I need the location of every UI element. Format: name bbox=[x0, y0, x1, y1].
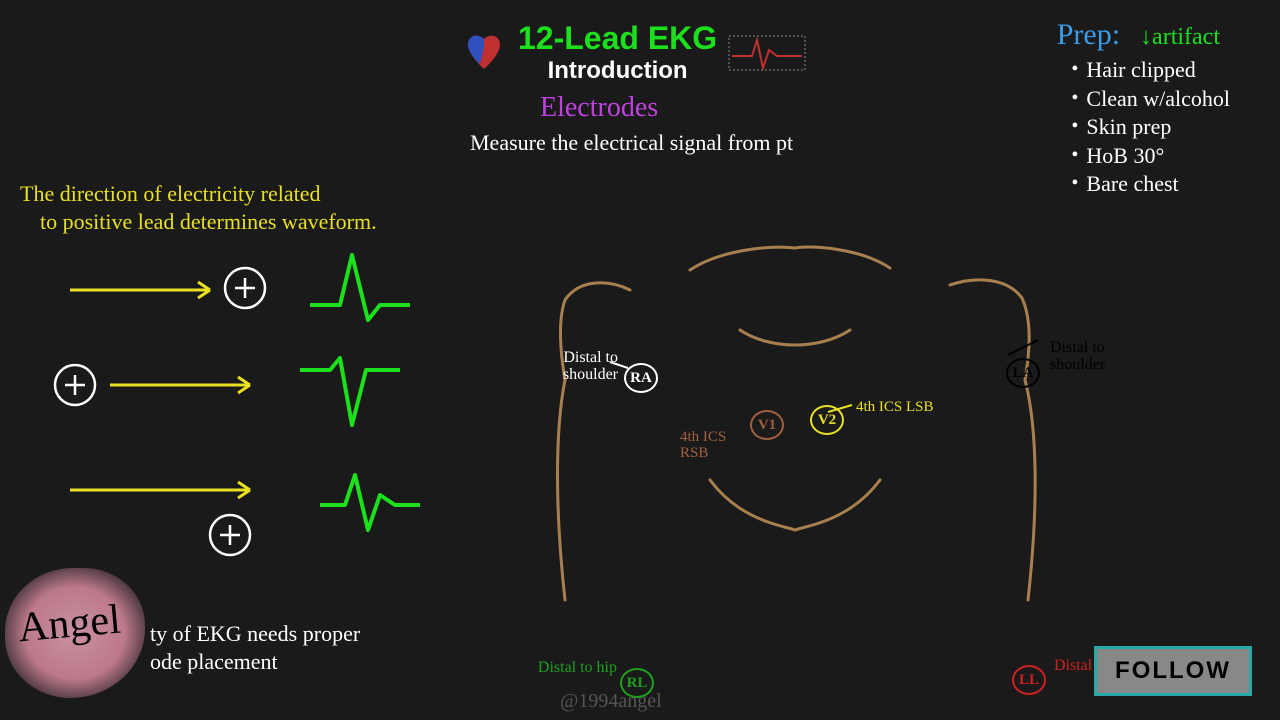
title-main: 12-Lead EKG bbox=[518, 20, 717, 57]
prep-item: Bare chest bbox=[1071, 170, 1230, 199]
electrode-LA: LA bbox=[1006, 358, 1040, 388]
heart-icon bbox=[460, 29, 508, 77]
prep-title: Prep: bbox=[1057, 18, 1120, 52]
electrode-RA: RA bbox=[624, 363, 658, 393]
electrode-RL-note: Distal to hip bbox=[532, 660, 617, 677]
prep-item: Clean w/alcohol bbox=[1071, 85, 1230, 114]
follow-button[interactable]: FOLLOW bbox=[1094, 646, 1252, 696]
header-block: 12-Lead EKG Introduction bbox=[460, 20, 807, 85]
watermark-name: Angel bbox=[16, 596, 122, 653]
torso-diagram bbox=[510, 230, 1090, 690]
electrode-LL: LL bbox=[1012, 665, 1046, 695]
electrode-V1: V1 bbox=[750, 410, 784, 440]
bottom-note: ty of EKG needs proper ode placement bbox=[150, 620, 360, 675]
electrode-V2-note: 4th ICS LSB bbox=[856, 400, 936, 416]
prep-item: Hair clipped bbox=[1071, 56, 1230, 85]
prep-note: ↓artifact bbox=[1140, 24, 1220, 51]
prep-list: Hair clipped Clean w/alcohol Skin prep H… bbox=[1071, 56, 1230, 199]
electrode-LA-note: Distal to shoulder bbox=[1050, 340, 1140, 374]
prep-header: Prep: ↓artifact bbox=[1057, 18, 1220, 52]
subtitle: Electrodes bbox=[540, 92, 658, 124]
ekg-strip-icon bbox=[727, 28, 807, 78]
title-sub: Introduction bbox=[518, 57, 717, 85]
social-handle: @1994angel bbox=[560, 690, 662, 713]
header-desc: Measure the electrical signal from pt bbox=[470, 130, 793, 156]
electrode-V1-note: 4th ICS RSB bbox=[680, 430, 750, 462]
electrode-V2: V2 bbox=[810, 405, 844, 435]
waveform-diagram bbox=[30, 250, 470, 580]
prep-item: HoB 30° bbox=[1071, 142, 1230, 171]
waveform-note: The direction of electricity related to … bbox=[20, 180, 377, 235]
prep-item: Skin prep bbox=[1071, 113, 1230, 142]
electrode-RA-note: Distal to shoulder bbox=[528, 350, 618, 384]
